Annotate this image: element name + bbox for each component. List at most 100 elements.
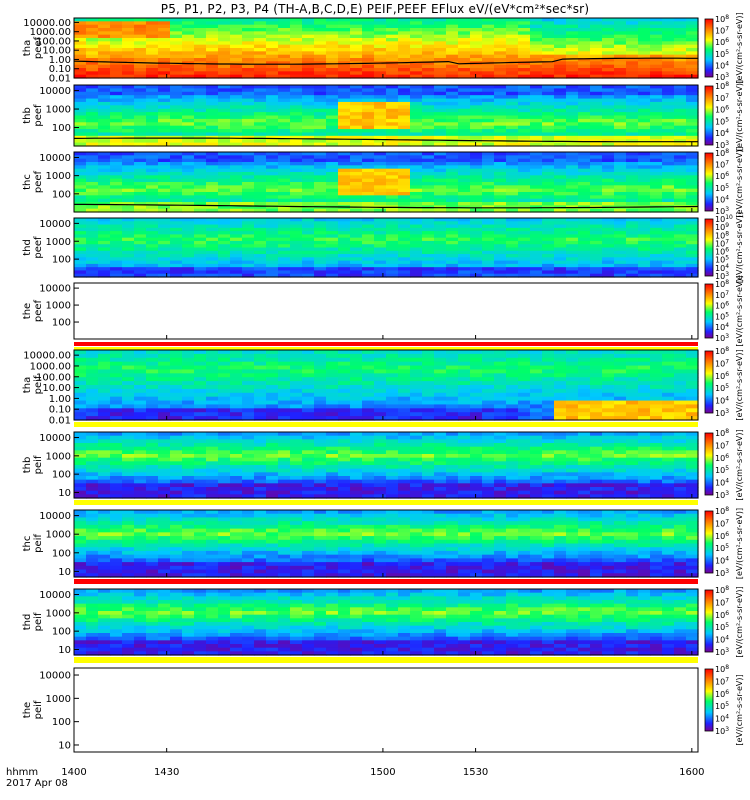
heatmap-cell [482,18,495,22]
heatmap-cell [206,34,219,39]
heatmap-cell [506,24,519,29]
heatmap-cell [146,218,159,222]
heatmap-cell [506,118,519,123]
heatmap-cell [410,28,423,32]
heatmap-cell [566,254,579,258]
heatmap-cell [446,254,459,258]
heatmap-cell [350,373,363,378]
heatmap-cell [194,244,207,249]
heatmap-cell [494,98,507,103]
heatmap-cell [254,178,267,183]
heatmap-cell [602,122,615,127]
heatmap-cell [206,95,219,100]
heatmap-cell [278,41,291,46]
heatmap-cell [434,396,447,402]
heatmap-cell [626,257,639,262]
heatmap-cell [578,250,591,255]
heatmap-cell [662,381,675,386]
heatmap-cell [686,118,699,123]
heatmap-cell [206,270,219,275]
heatmap-cell [614,175,627,180]
heatmap-cell [158,369,171,374]
heatmap-cell [590,254,603,258]
heatmap-cell [182,361,195,367]
heatmap-cell [134,122,147,127]
heatmap-cell [314,396,327,402]
heatmap-cell [218,108,231,113]
heatmap-cell [314,172,327,176]
heatmap-cell [230,162,243,166]
heatmap-cell [206,205,219,210]
heatmap-cell [254,377,267,382]
heatmap-cell [266,58,279,62]
heatmap-cell [122,461,135,466]
heatmap-cell [338,172,351,176]
heatmap-cell [74,457,87,462]
heatmap-cell [86,54,99,59]
heatmap-cell [98,476,111,481]
heatmap-cell [398,85,411,89]
heatmap-cell [554,365,567,371]
heatmap-cell [554,396,567,402]
heatmap-cell [518,122,531,127]
heatmap-cell [230,54,243,59]
heatmap-cell [650,135,663,140]
heatmap-cell [314,244,327,249]
heatmap-cell [482,221,495,226]
heatmap-cell [302,51,315,56]
heatmap-cell [194,24,207,29]
heatmap-cell [530,165,543,170]
heatmap-cell [638,353,651,359]
heatmap-cell [614,71,627,76]
heatmap-cell [290,270,303,275]
heatmap-cell [338,44,351,49]
heatmap-cell [134,38,147,42]
heatmap-cell [422,412,435,417]
heatmap-cell [482,416,495,421]
heatmap-cell [278,51,291,56]
heatmap-cell [638,51,651,56]
heatmap-cell [458,139,471,144]
heatmap-cell [86,257,99,262]
plot-frame [73,84,699,147]
heatmap-cell [398,105,411,110]
heatmap-cell [254,247,267,252]
heatmap-cell [626,218,639,222]
heatmap-cell [350,357,363,363]
heatmap-cell [422,221,435,226]
heatmap-cell [134,51,147,56]
heatmap-cell [374,392,387,398]
heatmap-cell [314,155,327,160]
heatmap-cell [362,108,375,113]
heatmap-cell [134,205,147,210]
heatmap-cell [206,139,219,144]
heatmap-cell [650,247,663,252]
heatmap-cell [566,165,579,170]
heatmap-cell [302,74,315,79]
heatmap-cell [482,353,495,359]
heatmap-cell [74,483,87,488]
heatmap-cell [278,365,291,371]
heatmap-cell [230,158,243,163]
heatmap-cell [254,139,267,144]
heatmap-cell [686,392,699,398]
heatmap-cell [74,142,87,147]
heatmap-cell [434,112,447,117]
heatmap-cell [626,237,639,242]
heatmap-cell [194,357,207,363]
heatmap-cell [230,64,243,69]
heatmap-cell [74,439,87,444]
heatmap-cell [170,439,183,444]
heatmap-cell [86,468,99,473]
heatmap-cell [278,115,291,120]
heatmap-cell [590,135,603,140]
heatmap-cell [218,98,231,103]
heatmap-cell [170,112,183,117]
heatmap-cell [302,373,315,378]
heatmap-cell [74,101,87,106]
heatmap-cell [290,273,303,278]
heatmap-cell [458,357,471,363]
heatmap-cell [590,244,603,249]
heatmap-cell [602,353,615,359]
heatmap-cell [410,208,423,213]
